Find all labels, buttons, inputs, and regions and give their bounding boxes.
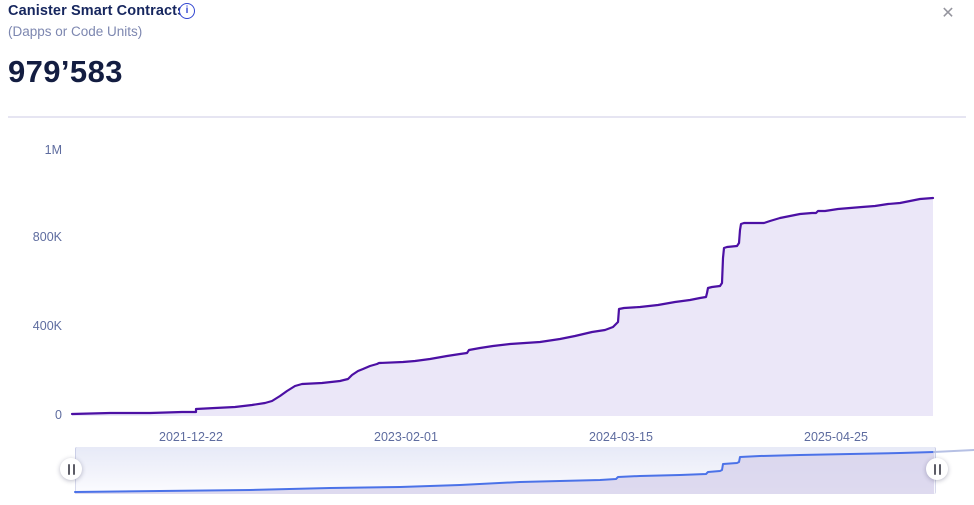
y-tick-label: 800K [32, 230, 62, 244]
brush-tail-line [933, 449, 974, 453]
divider [8, 116, 966, 118]
brush-handle-right[interactable] [926, 458, 948, 480]
main-line [70, 196, 935, 416]
handle-grip-icon [938, 463, 941, 475]
info-icon[interactable]: i [179, 3, 195, 19]
x-tick-label: 2021-12-22 [159, 430, 223, 444]
y-tick-label: 0 [55, 408, 62, 422]
main-area-fill [72, 198, 933, 416]
chart-subtitle: (Dapps or Code Units) [8, 24, 143, 39]
chart-title: Canister Smart Contracts [8, 3, 186, 19]
y-tick-label: 1M [44, 143, 62, 157]
x-tick-label: 2024-03-15 [589, 430, 653, 444]
y-tick-label: 400K [32, 319, 62, 333]
current-value: 979’583 [8, 54, 123, 89]
brush-selection[interactable] [75, 447, 936, 494]
x-tick-label: 2025-04-25 [804, 430, 868, 444]
close-icon[interactable]: ✕ [938, 4, 958, 24]
brush-handle-left[interactable] [60, 458, 82, 480]
x-tick-label: 2023-02-01 [374, 430, 438, 444]
handle-grip-icon [67, 463, 70, 475]
handle-grip-icon [72, 463, 75, 475]
handle-grip-icon [933, 463, 936, 475]
